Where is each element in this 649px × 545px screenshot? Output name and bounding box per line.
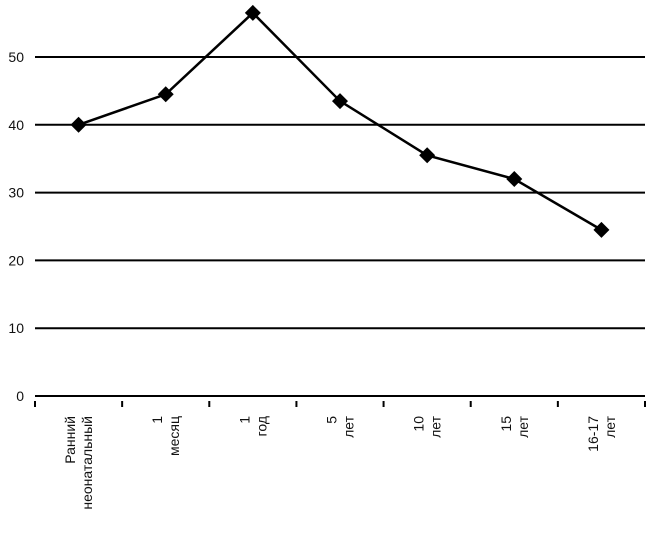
x-tick-label: 15лет — [498, 415, 531, 437]
x-tick-label: 16-17лет — [585, 415, 618, 451]
marker — [70, 116, 87, 133]
x-tick-label: 1месяц — [149, 416, 182, 456]
y-tick-label: 50 — [8, 49, 24, 65]
y-tick-label: 30 — [8, 185, 24, 201]
marker — [244, 4, 261, 21]
marker — [157, 86, 174, 103]
marker — [506, 171, 523, 188]
y-tick-label: 20 — [8, 252, 24, 268]
line — [78, 11, 603, 231]
marker — [419, 147, 436, 164]
x-tick-label: 5лет — [324, 415, 357, 437]
x-tick-label: 10лет — [411, 415, 444, 437]
x-tick-label: 1год — [236, 416, 269, 437]
x-tick-label: Раннийнеонатальный — [62, 416, 95, 510]
y-tick-label: 40 — [8, 117, 24, 133]
y-tick-label: 10 — [8, 320, 24, 336]
marker — [332, 93, 348, 110]
marker — [593, 221, 610, 238]
y-tick-label: 0 — [16, 388, 24, 404]
